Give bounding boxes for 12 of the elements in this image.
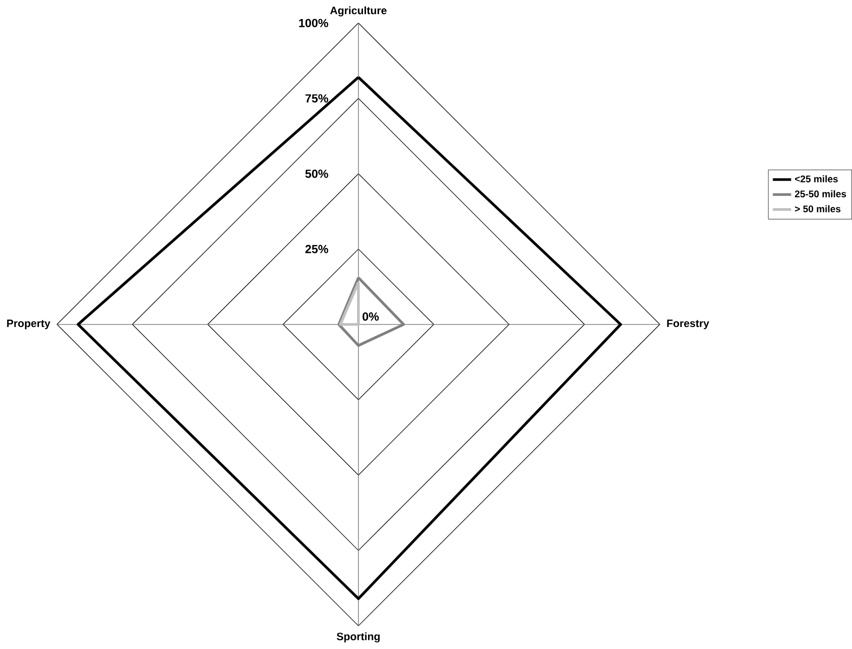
y-tick-label: 0%	[362, 312, 379, 321]
y-tick-label: 50%	[305, 170, 328, 178]
spoke-label: Forestry	[667, 320, 710, 330]
y-tick-label: 25%	[305, 245, 328, 254]
legend-label: 25-50 miles	[794, 190, 846, 198]
legend-label: > 50 miles	[794, 205, 840, 212]
spoke-label: Agriculture	[330, 6, 387, 16]
y-tick-label: 75%	[305, 94, 328, 103]
spoke-label: Property	[7, 320, 50, 330]
spoke-label: Sporting	[336, 632, 380, 643]
legend-label: <25 miles	[794, 175, 838, 182]
y-tick-label: 100%	[299, 18, 328, 28]
